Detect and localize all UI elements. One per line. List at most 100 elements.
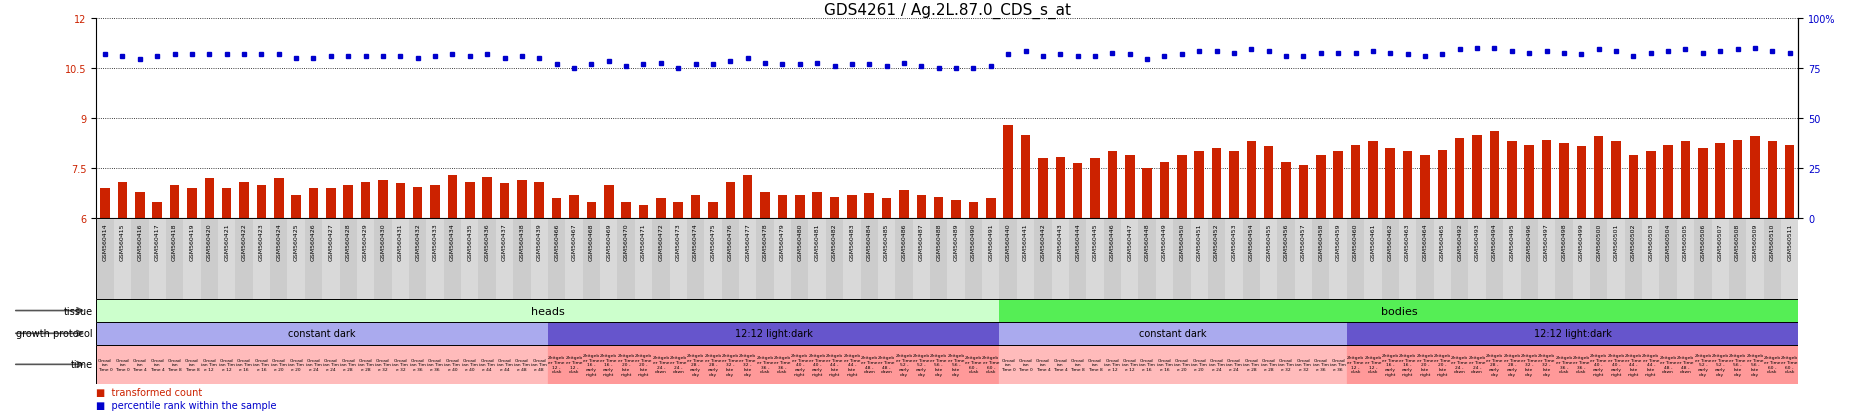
Text: Circad
ian Tim
e 36: Circad ian Tim e 36 bbox=[426, 358, 443, 371]
Text: Circad
ian Tim
e 24: Circad ian Tim e 24 bbox=[323, 358, 339, 371]
Bar bbox=[916, 195, 927, 219]
Bar bbox=[847, 195, 857, 219]
Bar bbox=[895, 345, 912, 384]
Bar bbox=[1346, 345, 1365, 384]
Bar bbox=[1051, 219, 1070, 299]
Bar bbox=[760, 192, 769, 219]
Bar bbox=[1520, 345, 1537, 384]
Bar bbox=[601, 345, 617, 384]
Bar bbox=[1730, 345, 1746, 384]
Bar bbox=[1504, 345, 1520, 384]
Bar bbox=[1329, 345, 1346, 384]
Bar bbox=[222, 189, 232, 219]
Bar bbox=[287, 345, 304, 384]
Text: GSM560472: GSM560472 bbox=[658, 223, 664, 261]
Bar bbox=[1086, 219, 1103, 299]
Bar bbox=[1746, 345, 1763, 384]
Text: GSM560506: GSM560506 bbox=[1700, 223, 1706, 260]
Bar bbox=[495, 219, 514, 299]
Text: GSM560423: GSM560423 bbox=[260, 223, 263, 261]
Bar bbox=[1329, 219, 1346, 299]
Text: GSM560494: GSM560494 bbox=[1492, 223, 1496, 261]
Bar bbox=[1695, 219, 1711, 299]
Bar bbox=[1122, 219, 1138, 299]
Text: Circad
ian Tim
e 16: Circad ian Tim e 16 bbox=[235, 358, 252, 371]
Bar bbox=[552, 199, 562, 219]
Text: Zeitgeb
er Time
48 -
dawn: Zeitgeb er Time 48 - dawn bbox=[879, 356, 895, 373]
Text: Circad
ian Tim
e 28: Circad ian Tim e 28 bbox=[341, 358, 356, 371]
Bar bbox=[1659, 345, 1676, 384]
Text: bodies: bodies bbox=[1381, 306, 1416, 316]
Text: GSM560424: GSM560424 bbox=[276, 223, 282, 261]
Bar bbox=[1576, 147, 1585, 219]
Bar bbox=[634, 219, 653, 299]
Bar bbox=[1125, 155, 1135, 219]
Text: Zeitgeb
er Time
60 -
dusk: Zeitgeb er Time 60 - dusk bbox=[983, 356, 999, 373]
Bar bbox=[1022, 135, 1031, 219]
Bar bbox=[808, 345, 825, 384]
Bar bbox=[999, 322, 1346, 345]
Text: GSM560415: GSM560415 bbox=[121, 223, 124, 260]
Bar bbox=[740, 345, 756, 384]
Text: GSM560420: GSM560420 bbox=[208, 223, 211, 261]
Bar bbox=[358, 345, 375, 384]
Text: Circad
ian
Time 0: Circad ian Time 0 bbox=[98, 358, 113, 371]
Text: Zeitgeb
er Time
52 -
early
day: Zeitgeb er Time 52 - early day bbox=[912, 353, 931, 376]
Bar bbox=[1229, 152, 1238, 219]
Bar bbox=[1785, 145, 1795, 219]
Bar bbox=[1695, 345, 1711, 384]
Bar bbox=[1504, 219, 1520, 299]
Bar bbox=[844, 219, 860, 299]
Bar bbox=[1452, 219, 1468, 299]
Text: GSM560503: GSM560503 bbox=[1648, 223, 1654, 260]
Bar bbox=[1242, 345, 1261, 384]
Bar bbox=[1294, 345, 1313, 384]
Bar bbox=[1750, 137, 1759, 219]
Text: GSM560456: GSM560456 bbox=[1283, 223, 1289, 260]
Text: Circad
ian
Time 4: Circad ian Time 4 bbox=[132, 358, 146, 371]
Text: growth protocol: growth protocol bbox=[17, 328, 93, 339]
Bar bbox=[825, 345, 844, 384]
Text: GSM560445: GSM560445 bbox=[1092, 223, 1098, 261]
Bar bbox=[792, 345, 808, 384]
Bar bbox=[604, 185, 614, 219]
Text: GSM560414: GSM560414 bbox=[102, 223, 108, 261]
Bar bbox=[656, 199, 666, 219]
Bar bbox=[1016, 345, 1035, 384]
Text: GSM560500: GSM560500 bbox=[1596, 223, 1602, 260]
Bar bbox=[501, 184, 510, 219]
Bar bbox=[1174, 219, 1190, 299]
Text: GSM560446: GSM560446 bbox=[1111, 223, 1114, 261]
Bar bbox=[271, 345, 287, 384]
Bar bbox=[912, 219, 931, 299]
Text: GSM560498: GSM560498 bbox=[1561, 223, 1567, 261]
Text: GSM560457: GSM560457 bbox=[1302, 223, 1305, 261]
Text: Circad
ian
Time 8: Circad ian Time 8 bbox=[1070, 358, 1085, 371]
Text: Circad
ian
Time 4: Circad ian Time 4 bbox=[150, 358, 165, 371]
Bar bbox=[1070, 345, 1086, 384]
Bar bbox=[219, 345, 235, 384]
Bar bbox=[999, 345, 1016, 384]
Bar bbox=[1591, 345, 1607, 384]
Text: Zeitgeb
er Time
12 -
dusk: Zeitgeb er Time 12 - dusk bbox=[1348, 356, 1365, 373]
Text: GSM560492: GSM560492 bbox=[1457, 223, 1463, 261]
Bar bbox=[1055, 157, 1064, 219]
Bar bbox=[1294, 219, 1313, 299]
Bar bbox=[860, 219, 879, 299]
Text: Zeitgeb
er Time
60 -
dusk: Zeitgeb er Time 60 - dusk bbox=[1782, 356, 1798, 373]
Text: GSM560451: GSM560451 bbox=[1196, 223, 1201, 260]
Bar bbox=[983, 345, 999, 384]
Bar bbox=[443, 219, 462, 299]
Bar bbox=[1190, 219, 1209, 299]
Bar bbox=[256, 185, 267, 219]
Bar bbox=[219, 219, 235, 299]
Text: Circad
ian Tim
e 20: Circad ian Tim e 20 bbox=[1174, 358, 1190, 371]
Bar bbox=[517, 180, 527, 219]
Bar bbox=[1194, 152, 1203, 219]
Text: Zeitgeb
er Time
20 -
late
night: Zeitgeb er Time 20 - late night bbox=[1416, 353, 1433, 376]
Text: Circad
ian Tim
e 20: Circad ian Tim e 20 bbox=[287, 358, 304, 371]
Text: GSM560486: GSM560486 bbox=[901, 223, 907, 260]
Bar bbox=[1730, 219, 1746, 299]
Bar bbox=[686, 345, 705, 384]
Bar bbox=[601, 219, 617, 299]
